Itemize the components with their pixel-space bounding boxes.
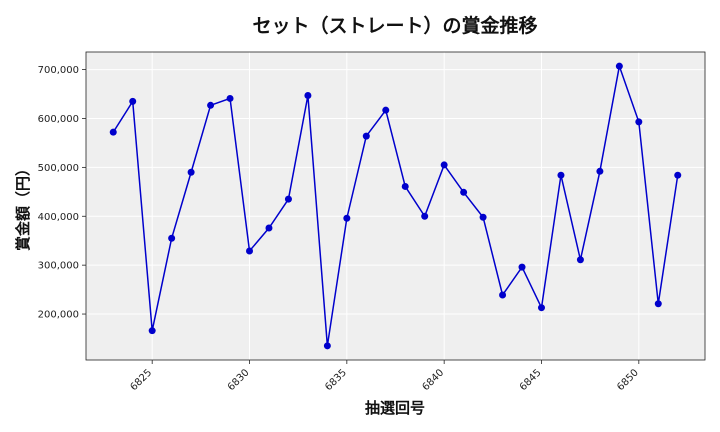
data-point xyxy=(207,101,215,109)
y-axis-ticks: 200,000 300,000 400,000 500,000 600,000 700,0… xyxy=(38,65,86,321)
plot-frame xyxy=(85,51,706,361)
data-point xyxy=(460,188,468,196)
x-tick-label: 6840 xyxy=(421,367,447,393)
data-point xyxy=(265,224,273,232)
data-point xyxy=(615,62,623,70)
x-tick-label: 6825 xyxy=(129,367,155,393)
data-point xyxy=(596,167,604,175)
data-point xyxy=(537,304,545,312)
data-point xyxy=(246,247,254,255)
data-point xyxy=(479,213,487,221)
data-point xyxy=(109,128,117,136)
y-tick-label: 600,000 xyxy=(38,114,79,125)
data-point xyxy=(362,132,370,140)
data-point xyxy=(168,234,176,242)
plot-area xyxy=(86,52,705,360)
data-point xyxy=(304,92,312,100)
data-point xyxy=(440,161,448,169)
x-tick-label: 6830 xyxy=(226,367,252,393)
data-point xyxy=(518,263,526,271)
data-point xyxy=(654,300,662,308)
data-point xyxy=(323,342,331,350)
axes xyxy=(85,51,706,361)
data-point xyxy=(284,195,292,203)
x-axis-label: 抽選回号 xyxy=(365,399,425,417)
data-point xyxy=(187,168,195,176)
data-point xyxy=(343,214,351,222)
x-tick-label: 6845 xyxy=(518,367,544,393)
data-point xyxy=(674,171,682,179)
x-axis-ticks: 6825 6830 6835 6840 6845 6850 xyxy=(129,360,641,393)
data-series xyxy=(109,62,682,350)
data-point xyxy=(401,182,409,190)
chart-title: セット（ストレート）の賞金推移 xyxy=(252,14,537,37)
data-point xyxy=(382,106,390,114)
series-line xyxy=(112,63,679,346)
y-tick-label: 200,000 xyxy=(38,310,79,321)
data-point xyxy=(557,171,565,179)
data-point xyxy=(129,97,137,105)
x-tick-label: 6835 xyxy=(323,367,349,393)
data-point xyxy=(635,118,643,126)
y-tick-label: 500,000 xyxy=(38,163,79,174)
data-point xyxy=(421,212,429,220)
y-axis-label: 賞金額（円） xyxy=(14,161,32,251)
y-tick-label: 400,000 xyxy=(38,212,79,223)
y-tick-label: 300,000 xyxy=(38,261,79,272)
data-point xyxy=(226,94,234,102)
x-tick-label: 6850 xyxy=(615,367,641,393)
data-point xyxy=(499,291,507,299)
y-tick-label: 700,000 xyxy=(38,65,79,76)
data-point xyxy=(576,256,584,264)
data-point xyxy=(148,327,156,335)
